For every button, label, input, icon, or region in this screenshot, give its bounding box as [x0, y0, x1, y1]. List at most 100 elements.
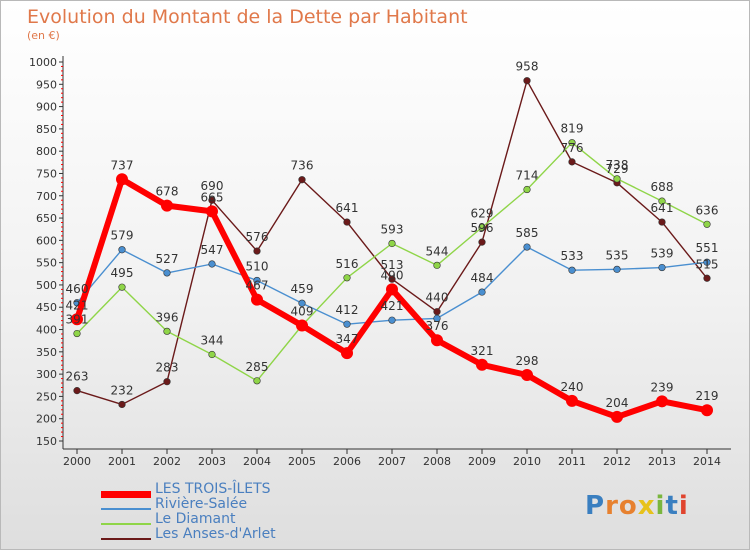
data-point-les-anses-darlet	[478, 238, 486, 246]
y-tick-label: 950	[36, 78, 57, 91]
data-label-le-diamant: 516	[336, 257, 359, 271]
y-tick-label: 450	[36, 301, 57, 314]
data-label-le-diamant: 593	[381, 222, 404, 236]
data-label-riviere-salee: 484	[471, 271, 494, 285]
legend-label: Rivière-Salée	[155, 496, 248, 512]
data-label-le-diamant: 688	[651, 180, 674, 194]
data-point-les-anses-darlet	[343, 218, 351, 226]
data-point-le-diamant	[703, 220, 711, 228]
data-point-le-diamant	[568, 139, 576, 147]
data-label-les-anses-darlet: 736	[291, 159, 314, 173]
data-point-riviere-salee	[658, 263, 666, 272]
data-point-les-trois-ilets	[476, 358, 488, 371]
y-tick-label: 300	[36, 368, 57, 381]
proxiti-logo: Proxiti	[585, 491, 689, 521]
data-point-le-diamant	[658, 197, 666, 205]
legend-swatch-les-anses-darlet	[101, 538, 151, 540]
data-label-le-diamant: 714	[516, 169, 539, 183]
x-tick-label: 2014	[693, 455, 721, 468]
chart-title: Evolution du Montant de la Dette par Hab…	[27, 6, 468, 28]
data-label-les-anses-darlet: 440	[426, 291, 449, 305]
logo-letter: i	[655, 491, 666, 521]
x-tick-label: 2004	[243, 455, 271, 468]
y-tick-label: 500	[36, 279, 57, 292]
y-tick-label: 650	[36, 212, 57, 225]
data-point-les-trois-ilets	[116, 173, 128, 186]
legend-swatch-riviere-salee	[101, 508, 151, 510]
data-label-les-trois-ilets: 467	[246, 279, 269, 293]
data-point-les-anses-darlet	[658, 218, 666, 226]
logo-letter: o	[618, 491, 638, 521]
data-label-riviere-salee: 459	[291, 282, 314, 296]
data-label-riviere-salee: 585	[516, 226, 539, 240]
data-point-riviere-salee	[523, 243, 531, 251]
x-tick-label: 2010	[513, 455, 541, 468]
data-label-riviere-salee: 535	[606, 248, 629, 262]
data-point-le-diamant	[73, 329, 81, 338]
data-point-les-trois-ilets	[341, 347, 353, 360]
data-label-les-trois-ilets: 204	[606, 396, 629, 410]
x-tick-label: 2005	[288, 455, 316, 468]
data-point-les-anses-darlet	[523, 77, 531, 85]
data-label-les-trois-ilets: 737	[111, 158, 134, 172]
data-label-riviere-salee: 533	[561, 249, 584, 263]
data-point-riviere-salee	[703, 258, 711, 266]
x-tick-label: 2003	[198, 455, 226, 468]
data-label-les-anses-darlet: 729	[606, 162, 629, 176]
x-tick-label: 2008	[423, 455, 451, 468]
data-point-le-diamant	[118, 283, 126, 291]
data-point-les-anses-darlet	[703, 274, 711, 282]
data-point-les-trois-ilets	[206, 205, 218, 218]
chart-subtitle: (en €)	[27, 29, 60, 42]
y-tick-label: 850	[36, 123, 57, 136]
data-label-le-diamant: 495	[111, 266, 134, 280]
data-label-les-anses-darlet: 232	[111, 383, 134, 397]
legend-swatch-le-diamant	[101, 523, 151, 525]
data-point-les-anses-darlet	[73, 387, 81, 395]
x-tick-label: 2000	[63, 455, 91, 468]
data-label-le-diamant: 819	[561, 122, 584, 136]
data-label-les-anses-darlet: 515	[696, 257, 719, 271]
y-tick-label: 400	[36, 324, 57, 337]
data-point-le-diamant	[433, 261, 441, 269]
y-tick-label: 1000	[29, 56, 57, 69]
data-label-le-diamant: 344	[201, 333, 224, 347]
data-point-les-trois-ilets	[431, 334, 443, 347]
data-point-riviere-salee	[388, 316, 396, 324]
data-point-les-trois-ilets	[251, 293, 263, 306]
data-label-les-trois-ilets: 298	[516, 354, 539, 368]
data-point-les-anses-darlet	[433, 308, 441, 316]
y-tick-label: 900	[36, 101, 57, 114]
data-label-le-diamant: 629	[471, 206, 494, 220]
data-label-les-trois-ilets: 409	[291, 305, 314, 319]
y-tick-label: 250	[36, 390, 57, 403]
data-label-les-anses-darlet: 596	[471, 221, 494, 235]
data-label-les-trois-ilets: 421	[66, 298, 89, 312]
data-point-riviere-salee	[253, 276, 261, 285]
data-label-le-diamant: 396	[156, 310, 179, 324]
data-label-riviere-salee: 551	[696, 241, 719, 255]
data-point-le-diamant	[163, 327, 171, 335]
data-label-riviere-salee: 412	[336, 303, 359, 317]
y-tick-label: 200	[36, 413, 57, 426]
data-point-riviere-salee	[478, 288, 486, 296]
data-label-les-anses-darlet: 641	[651, 201, 674, 215]
data-point-riviere-salee	[118, 246, 126, 254]
x-tick-label: 2011	[558, 455, 586, 468]
data-label-les-anses-darlet: 576	[246, 230, 269, 244]
data-label-les-anses-darlet: 263	[66, 370, 89, 384]
data-label-les-trois-ilets: 665	[201, 190, 224, 204]
data-label-le-diamant: 285	[246, 360, 269, 374]
data-label-le-diamant: 391	[66, 313, 89, 327]
x-tick-label: 2012	[603, 455, 631, 468]
data-label-le-diamant: 636	[696, 203, 719, 217]
data-label-les-trois-ilets: 347	[336, 332, 359, 346]
data-point-riviere-salee	[163, 269, 171, 277]
data-point-les-trois-ilets	[296, 319, 308, 332]
data-point-le-diamant	[388, 239, 396, 248]
data-point-les-trois-ilets	[521, 369, 533, 382]
x-tick-label: 2007	[378, 455, 406, 468]
data-point-les-trois-ilets	[566, 394, 578, 407]
x-tick-label: 2013	[648, 455, 676, 468]
